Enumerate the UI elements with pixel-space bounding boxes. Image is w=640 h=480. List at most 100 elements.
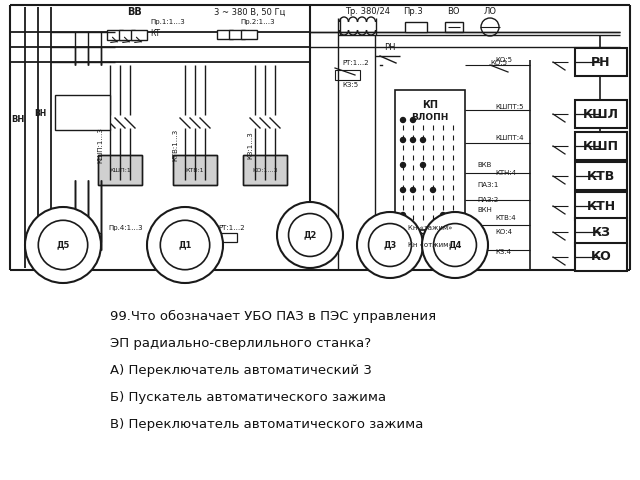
Bar [445, 22, 463, 32]
Text: РН: РН [384, 44, 396, 52]
Circle shape [401, 118, 406, 122]
Bar [55, 95, 110, 130]
Text: КО:5: КО:5 [490, 60, 507, 66]
Circle shape [440, 213, 445, 217]
Text: ЭП радиально-сверлильного станка?: ЭП радиально-сверлильного станка? [110, 337, 371, 350]
Text: КО: КО [591, 251, 611, 264]
Bar [241, 30, 257, 39]
Circle shape [277, 202, 343, 268]
Text: КТН:4: КТН:4 [495, 170, 516, 176]
Text: КП: КП [422, 100, 438, 110]
Text: А) Переключатель автоматический 3: А) Переключатель автоматический 3 [110, 364, 372, 377]
Circle shape [420, 163, 426, 168]
Text: Д3: Д3 [383, 240, 397, 250]
Text: КО:4: КО:4 [495, 229, 512, 235]
Text: КТН: КТН [586, 200, 616, 213]
Text: Д2: Д2 [303, 230, 317, 240]
Circle shape [433, 224, 476, 266]
Bar [243, 155, 287, 185]
Text: ВО: ВО [447, 8, 460, 16]
Bar [75, 233, 89, 242]
Bar [229, 30, 245, 39]
Bar [119, 30, 135, 40]
Bar [395, 90, 465, 230]
Text: КШПТ:4: КШПТ:4 [495, 135, 524, 141]
Text: Пр.3: Пр.3 [403, 8, 423, 16]
Text: КШП: КШП [583, 140, 619, 153]
Circle shape [401, 163, 406, 168]
Text: КЗ:1…3: КЗ:1…3 [247, 131, 253, 159]
Text: 3 ~ 380 В, 50 Гц: 3 ~ 380 В, 50 Гц [214, 8, 285, 16]
Text: КТВ:4: КТВ:4 [495, 215, 516, 221]
Bar [575, 192, 627, 220]
Text: ВКН: ВКН [477, 207, 492, 213]
Text: КЗ: КЗ [591, 226, 611, 239]
Circle shape [160, 220, 210, 270]
Text: КЗ.4: КЗ.4 [495, 249, 511, 255]
Bar [173, 155, 217, 185]
Circle shape [369, 224, 412, 266]
Text: Д4: Д4 [448, 240, 461, 250]
Bar [575, 218, 627, 246]
Text: РН: РН [591, 56, 611, 69]
Text: КШЛ: КШЛ [583, 108, 619, 120]
Bar [63, 233, 77, 242]
Text: Пр.4:1…3: Пр.4:1…3 [108, 225, 143, 231]
Text: КЗ:5: КЗ:5 [342, 82, 358, 88]
Circle shape [410, 137, 415, 143]
Circle shape [410, 118, 415, 122]
Text: 99.Что обозначает УБО ПАЗ в ПЭС управления: 99.Что обозначает УБО ПАЗ в ПЭС управлен… [110, 310, 436, 323]
Text: ВВ: ВВ [127, 7, 142, 17]
Text: Кн «отжим»: Кн «отжим» [408, 242, 452, 248]
Text: Д5: Д5 [56, 240, 70, 250]
Text: КШП:1: КШП:1 [109, 168, 131, 172]
Bar [107, 30, 123, 40]
Bar [243, 155, 287, 185]
Bar [575, 162, 627, 190]
Circle shape [420, 137, 426, 143]
Circle shape [401, 188, 406, 192]
Text: ПАЗ:2: ПАЗ:2 [477, 197, 499, 203]
Bar [575, 100, 627, 128]
Text: Пр.1:1…3: Пр.1:1…3 [150, 19, 185, 25]
Text: ВН: ВН [34, 108, 46, 118]
Text: КТВ:1: КТВ:1 [186, 168, 204, 172]
Circle shape [431, 188, 435, 192]
Bar [217, 30, 233, 39]
Circle shape [410, 188, 415, 192]
Bar [98, 155, 142, 185]
Bar [575, 243, 627, 271]
Circle shape [401, 137, 406, 143]
Text: В) Переключатель автоматического зажима: В) Переключатель автоматического зажима [110, 418, 424, 431]
Circle shape [38, 220, 88, 270]
Circle shape [401, 213, 406, 217]
Bar [173, 155, 217, 185]
Text: КО:1…3: КО:1…3 [252, 168, 278, 172]
Text: КО:5: КО:5 [495, 57, 512, 63]
Bar [131, 30, 147, 40]
Text: Тр. 380/24: Тр. 380/24 [346, 8, 390, 16]
Bar [575, 132, 627, 160]
Circle shape [25, 207, 101, 283]
Text: Б) Пускатель автоматического зажима: Б) Пускатель автоматического зажима [110, 391, 386, 404]
Text: Пр.2:1…3: Пр.2:1…3 [240, 19, 275, 25]
Text: РТ:1…2: РТ:1…2 [218, 225, 244, 231]
Bar [405, 22, 427, 32]
Bar [87, 233, 101, 242]
Text: ВКВ: ВКВ [477, 162, 492, 168]
Text: ВН: ВН [12, 116, 24, 124]
Bar [215, 233, 237, 242]
Text: КТ: КТ [150, 29, 160, 38]
Text: ПАЗ:1: ПАЗ:1 [477, 182, 499, 188]
Text: КШПТ:5: КШПТ:5 [495, 104, 524, 110]
Bar [98, 155, 142, 185]
Text: КТВ: КТВ [587, 169, 615, 182]
Text: КТВ:1…3: КТВ:1…3 [172, 129, 178, 161]
Circle shape [422, 212, 488, 278]
Text: ЛО: ЛО [483, 8, 497, 16]
Text: Д1: Д1 [179, 240, 192, 250]
Circle shape [147, 207, 223, 283]
Text: ВЛОПН: ВЛОПН [412, 112, 449, 121]
Circle shape [357, 212, 423, 278]
Bar [575, 48, 627, 76]
